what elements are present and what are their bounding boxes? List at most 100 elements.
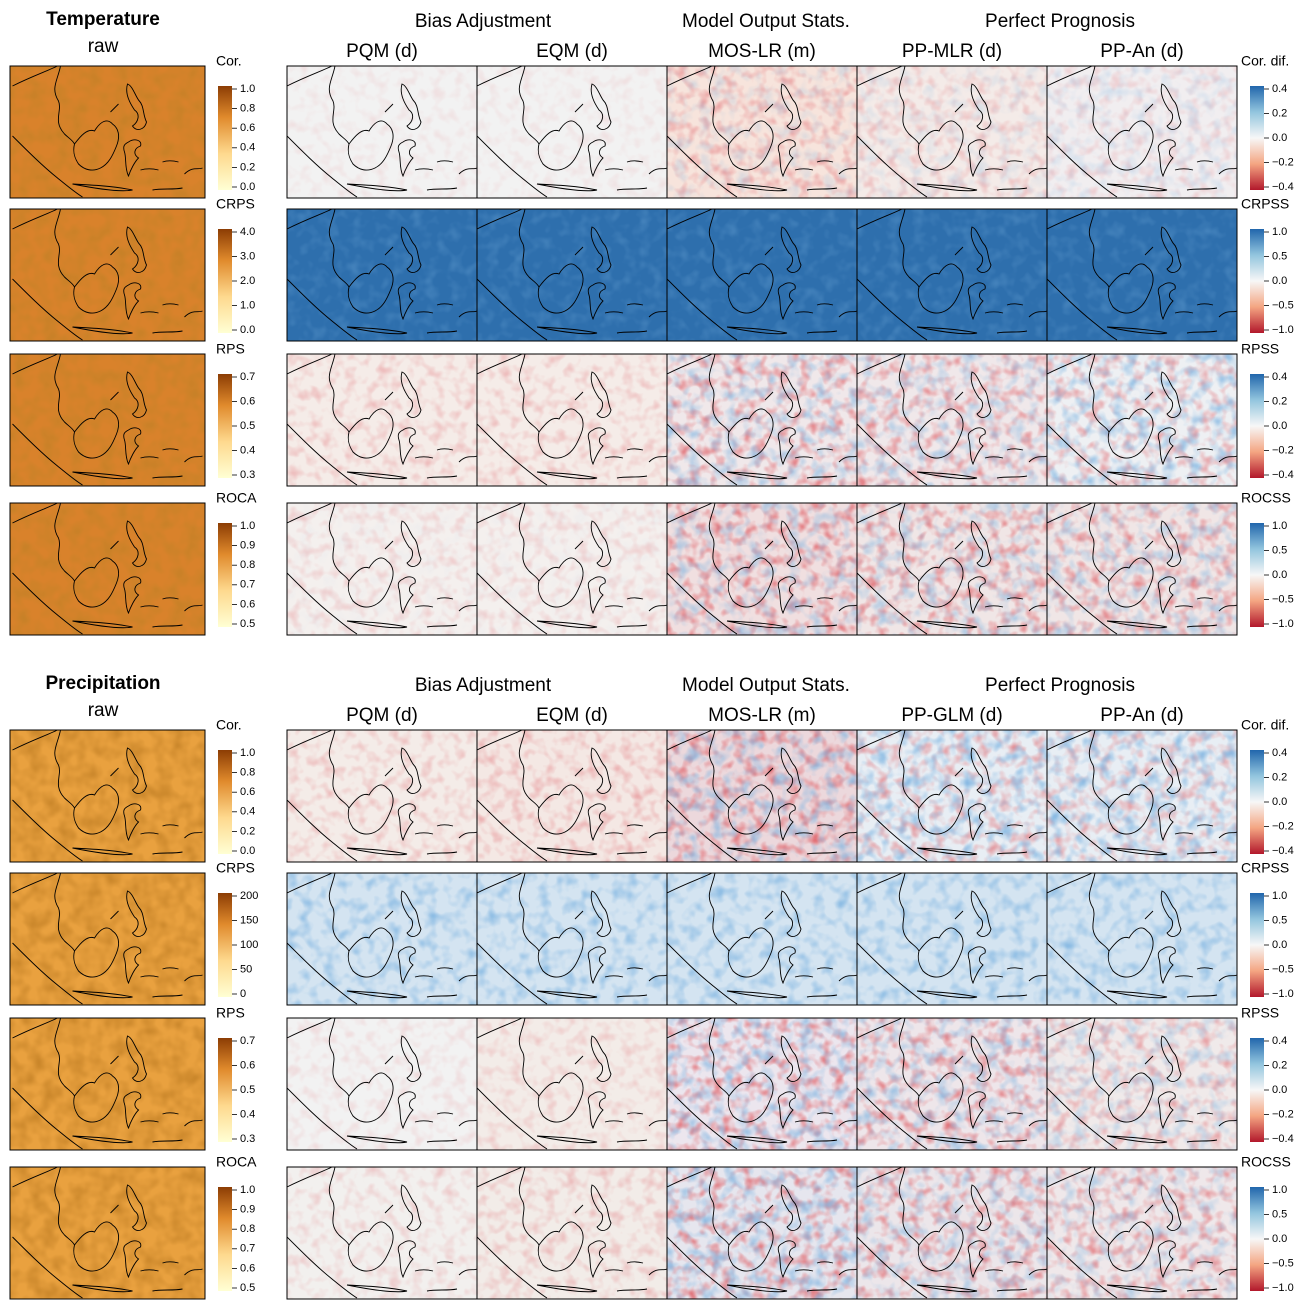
skill-map [477,1167,667,1299]
colorbar [218,1187,232,1291]
colorbar-label: CRPSS [1241,860,1289,876]
group-label: Bias Adjustment [415,11,552,32]
colorbar-tick-label: 1.0 [240,1184,255,1196]
skill-map [1047,66,1237,198]
raw-map [10,730,205,862]
colorbar-tick-label: 0.2 [1272,1059,1287,1071]
skill-map-noise-blue [857,730,1047,862]
skill-map [857,873,1047,1005]
skill-map-noise-blue [477,209,667,341]
colorbar [218,374,232,478]
skill-map-noise-red [477,1018,667,1150]
colorbar [1250,893,1264,997]
skill-map [1047,1167,1237,1299]
skill-map [667,354,857,486]
colorbar-tick-label: −0.4 [1272,469,1294,481]
colorbar-tick-label: 0.8 [240,1223,255,1235]
method-label: PP-An (d) [1100,705,1183,726]
colorbar-tick-label: −0.4 [1272,845,1294,857]
colorbar-tick-label: 1.0 [240,299,255,311]
colorbar-tick-label: 1.0 [240,520,255,532]
skill-map-noise-blue [857,209,1047,341]
colorbar-tick-label: 0.5 [240,420,255,432]
colorbar-tick-label: 0.5 [1272,1208,1287,1220]
skill-map-noise-blue [1047,354,1237,486]
skill-map-noise-blue [667,354,857,486]
raw-map [10,354,205,486]
colorbar-tick-label: −1.0 [1272,618,1294,630]
skill-map-noise-blue [667,66,857,198]
skill-map-noise-red [477,730,667,862]
skill-map-noise-blue [857,1018,1047,1150]
skill-map [1047,354,1237,486]
skill-map-noise-red [287,730,477,862]
raw-map [10,66,205,198]
colorbar-label: CRPS [216,196,255,212]
raw-map [10,1018,205,1150]
colorbar-label: RPSS [1241,1005,1279,1021]
skill-map [287,354,477,486]
colorbar-tick-label: 0 [240,988,246,1000]
colorbar-tick-label: 1.0 [240,747,255,759]
raw-map-noise [10,873,205,1005]
colorbar-tick-label: 1.0 [1272,890,1287,902]
skill-map-noise-red [287,66,477,198]
colorbar-tick-label: 100 [240,939,258,951]
colorbar-tick-label: 0.0 [1272,796,1287,808]
colorbar-tick-label: 0.2 [240,161,255,173]
skill-map-noise-blue [667,730,857,862]
colorbar [218,523,232,627]
group-label: Perfect Prognosis [985,675,1135,696]
block-title: Precipitation [45,673,160,694]
raw-map-noise [10,1167,205,1299]
method-label: PQM (d) [346,705,418,726]
colorbar-tick-label: 0.0 [1272,275,1287,287]
colorbar-label: Cor. dif. [1241,717,1289,733]
method-label: MOS-LR (m) [708,41,816,62]
colorbar-tick-label: 0.2 [1272,771,1287,783]
colorbar-tick-label: 0.5 [240,1084,255,1096]
colorbar-tick-label: 50 [240,963,252,975]
group-label: Perfect Prognosis [985,11,1135,32]
colorbar-tick-label: −0.2 [1272,1108,1294,1120]
colorbar-tick-label: 0.4 [1272,1035,1287,1047]
raw-map-noise [10,1018,205,1150]
method-label: EQM (d) [536,705,608,726]
colorbar-tick-label: 0.6 [240,395,255,407]
colorbar-tick-label: 0.6 [240,598,255,610]
skill-map [477,873,667,1005]
skill-map [477,209,667,341]
skill-map [1047,503,1237,635]
skill-map-noise-blue [857,354,1047,486]
figure: TemperaturerawBias AdjustmentModel Outpu… [0,0,1315,1301]
skill-map-noise-red [477,1167,667,1299]
skill-map-noise-red [477,66,667,198]
block-subtitle: raw [88,700,119,721]
colorbar-tick-label: 0.8 [240,559,255,571]
colorbar-tick-label: −0.4 [1272,1133,1294,1145]
colorbar-tick-label: 1.0 [1272,520,1287,532]
colorbar-tick-label: 150 [240,914,258,926]
skill-map-noise-blue [287,503,477,635]
skill-map-noise-blue [667,1018,857,1150]
method-label: PQM (d) [346,41,418,62]
colorbar-tick-label: 0.9 [240,1204,255,1216]
skill-map-noise-blue [477,873,667,1005]
skill-map [667,873,857,1005]
skill-map [1047,730,1237,862]
skill-map [667,1018,857,1150]
colorbar [1250,523,1264,627]
skill-map-noise-blue [667,1167,857,1299]
colorbar-tick-label: −1.0 [1272,324,1294,336]
colorbar-tick-label: 0.0 [1272,939,1287,951]
skill-map-noise-blue [1047,66,1237,198]
colorbar-tick-label: 0.4 [240,142,255,154]
colorbar-tick-label: 3.0 [240,250,255,262]
colorbar-label: CRPS [216,860,255,876]
colorbar-tick-label: 0.5 [1272,250,1287,262]
skill-map [287,873,477,1005]
skill-map-noise-blue [1047,873,1237,1005]
skill-map [477,730,667,862]
skill-map [857,503,1047,635]
skill-map [667,1167,857,1299]
